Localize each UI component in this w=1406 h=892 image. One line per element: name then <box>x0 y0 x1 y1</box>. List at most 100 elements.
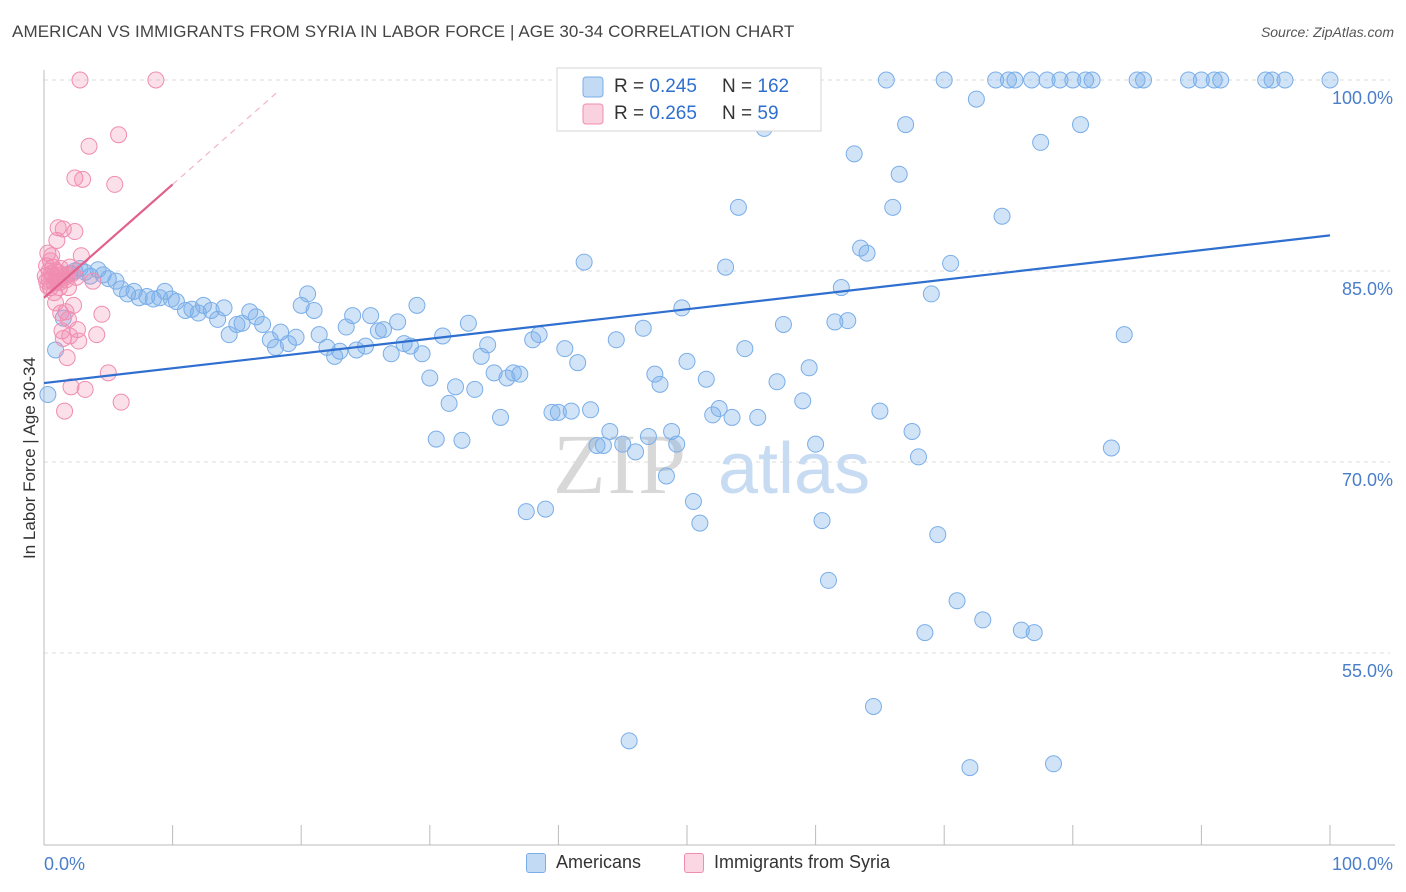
point-americans <box>993 207 1011 225</box>
point-americans <box>588 436 606 454</box>
point-americans <box>375 321 393 339</box>
point-americans <box>492 408 510 426</box>
point-americans <box>504 364 522 382</box>
point-americans <box>479 336 497 354</box>
point-americans <box>858 244 876 262</box>
point-americans <box>974 611 992 629</box>
point-americans <box>673 299 691 317</box>
point-americans <box>1135 71 1153 89</box>
point-americans <box>620 732 638 750</box>
point-americans <box>794 392 812 410</box>
point-americans <box>1115 326 1133 344</box>
legend-item-syria[interactable]: Immigrants from Syria <box>684 852 890 873</box>
point-americans <box>511 365 529 383</box>
point-immigrants-from-syria <box>80 137 98 155</box>
point-americans <box>634 319 652 337</box>
point-americans <box>710 400 728 418</box>
stats-legend-swatch-blue <box>582 76 604 98</box>
point-americans <box>485 364 503 382</box>
point-americans <box>594 436 612 454</box>
bottom-legend: Americans Immigrants from Syria <box>0 852 1406 878</box>
point-americans <box>299 285 317 303</box>
point-americans <box>646 365 664 383</box>
point-americans <box>897 116 915 134</box>
legend-swatch-syria <box>684 852 704 873</box>
svg-text:R = 0.245: R = 0.245 <box>614 76 697 97</box>
legend-item-americans[interactable]: Americans <box>526 852 641 873</box>
x-tick-label: 0.0% <box>44 854 85 874</box>
point-immigrants-from-syria <box>110 126 128 144</box>
point-americans <box>162 290 180 308</box>
point-americans <box>657 467 675 485</box>
point-americans <box>1023 71 1041 89</box>
svg-text:R = 0.265: R = 0.265 <box>614 103 697 124</box>
point-americans <box>1263 71 1281 89</box>
point-immigrants-from-syria <box>93 305 111 323</box>
point-americans <box>627 443 645 461</box>
series-immigrants-from-syria <box>36 71 165 420</box>
point-americans <box>684 492 702 510</box>
point-americans <box>877 71 895 89</box>
point-americans <box>1180 71 1198 89</box>
point-americans <box>453 431 471 449</box>
point-americans <box>948 592 966 610</box>
point-americans <box>1000 71 1017 89</box>
point-americans <box>1321 71 1339 89</box>
trend-line-americans <box>43 234 1331 385</box>
point-americans <box>167 293 185 311</box>
point-americans <box>1064 71 1082 89</box>
point-immigrants-from-syria <box>99 364 117 382</box>
point-americans <box>447 378 465 396</box>
trend-line-immigrants-from-syria <box>43 183 174 299</box>
point-americans <box>1045 755 1063 773</box>
point-americans <box>344 307 362 325</box>
point-immigrants-from-syria <box>71 71 89 89</box>
stats-legend: R = 0.245 N = 162 R = 0.265 N = 59 <box>556 67 822 132</box>
point-americans <box>691 514 709 532</box>
y-tick-label: 55.0% <box>1342 661 1393 681</box>
y-tick-label: 100.0% <box>1332 88 1393 108</box>
legend-swatch-americans <box>526 852 546 873</box>
stats-n-label-blue: N = <box>722 76 757 97</box>
point-americans <box>749 408 767 426</box>
point-americans <box>331 342 349 360</box>
trend-extrapolation-immigrants-from-syria <box>172 92 278 185</box>
point-americans <box>717 258 735 276</box>
stats-legend-box <box>556 67 822 132</box>
point-americans <box>310 326 328 344</box>
point-americans <box>326 347 344 365</box>
point-americans <box>723 408 741 426</box>
point-immigrants-from-syria <box>66 223 84 241</box>
point-americans <box>678 352 696 370</box>
point-americans <box>845 145 863 163</box>
point-americans <box>704 406 722 424</box>
stats-legend-swatch-pink <box>582 103 604 125</box>
point-americans <box>903 422 921 440</box>
stats-r-label-pink: R = <box>614 103 649 124</box>
point-americans <box>942 254 960 272</box>
legend-label-americans: Americans <box>556 852 642 872</box>
point-americans <box>413 345 431 363</box>
stats-n-value-pink: 59 <box>757 103 778 124</box>
point-americans <box>607 331 625 349</box>
point-americans <box>1128 71 1146 89</box>
point-immigrants-from-syria <box>70 332 88 350</box>
point-americans <box>1192 71 1210 89</box>
point-americans <box>871 402 889 420</box>
point-americans <box>305 301 323 319</box>
point-americans <box>1083 71 1101 89</box>
point-americans <box>813 512 831 530</box>
x-tick-label: 100.0% <box>1332 854 1393 874</box>
point-americans <box>1032 133 1050 151</box>
point-immigrants-from-syria <box>112 393 130 411</box>
point-americans <box>1051 71 1069 89</box>
point-americans <box>459 314 477 332</box>
point-immigrants-from-syria <box>67 268 85 286</box>
axes-layer <box>43 70 1395 846</box>
chart-title: AMERICAN VS IMMIGRANTS FROM SYRIA IN LAB… <box>12 22 795 41</box>
point-americans <box>987 71 1005 89</box>
point-americans <box>39 386 57 404</box>
point-americans <box>819 571 837 589</box>
point-americans <box>408 296 426 314</box>
